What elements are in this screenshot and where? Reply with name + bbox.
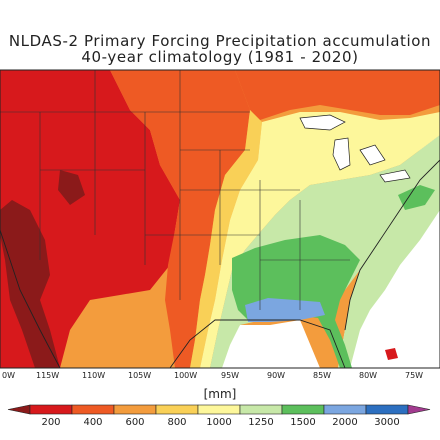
precip-zone-lt200-great-basin [0, 200, 60, 368]
colorbar-tick-label: 3000 [374, 417, 399, 428]
precip-zone-lt200-basin-patch [58, 170, 85, 205]
colorbar-tick-label: 1000 [206, 417, 231, 428]
precip-zone-florida-keys [385, 348, 398, 360]
colorbar-bin [281, 404, 325, 415]
colorbar-units: [mm] [204, 387, 237, 401]
longitude-label: 75W [405, 371, 423, 380]
longitude-label: 0W [2, 371, 15, 380]
map-title-line-2: 40-year climatology (1981 - 2020) [81, 48, 359, 66]
precip-zone-2000-3000-gulf-coast [245, 298, 325, 322]
colorbar-bin [29, 404, 73, 415]
longitude-label: 80W [359, 371, 377, 380]
precip-zone-1500-2000-appalachian [398, 185, 435, 210]
longitude-label: 95W [221, 371, 239, 380]
longitude-label: 115W [36, 371, 59, 380]
precip-zone-800-1000-corridor [190, 110, 262, 368]
map-panel [0, 70, 440, 368]
colorbar-bin [239, 404, 283, 415]
colorbar-bin [113, 404, 157, 415]
longitude-label: 85W [313, 371, 331, 380]
colorbar-bin [71, 404, 115, 415]
longitude-label: 100W [174, 371, 197, 380]
longitude-label: 90W [267, 371, 285, 380]
colorbar-extend-high [407, 404, 431, 415]
colorbar-tick-label: 1250 [248, 417, 273, 428]
state-boundaries [0, 70, 350, 310]
map-frame [0, 69, 440, 369]
colorbar-bin [155, 404, 199, 415]
colorbar-bin [365, 404, 409, 415]
great-lakes [299, 114, 411, 183]
colorbar-tick-label: 400 [83, 417, 102, 428]
precip-zone-1000-1250-midwest [200, 112, 440, 368]
colorbar-bin [323, 404, 367, 415]
coastline-outline [0, 70, 440, 368]
longitude-label: 105W [128, 371, 151, 380]
map-title-line-1: NLDAS-2 Primary Forcing Precipitation ac… [8, 32, 432, 50]
colorbar-tick-label: 2000 [332, 417, 357, 428]
longitude-label: 110W [82, 371, 105, 380]
colorbar-tick-label: 600 [125, 417, 144, 428]
colorbar-tick-label: 1500 [290, 417, 315, 428]
colorbar-tick-label: 800 [167, 417, 186, 428]
colorbar-bin [197, 404, 241, 415]
precip-zone-400-600-north [235, 70, 440, 120]
colorbar-tick-label: 200 [41, 417, 60, 428]
longitude-axis: 0W 115W 110W 105W 100W 95W 90W 85W 80W 7… [2, 371, 423, 380]
colorbar-labels: 200 400 600 800 1000 1250 1500 2000 3000 [41, 417, 399, 428]
colorbar [7, 404, 431, 415]
precip-zone-200-400-west [0, 70, 180, 368]
colorbar-extend-low [7, 404, 31, 415]
